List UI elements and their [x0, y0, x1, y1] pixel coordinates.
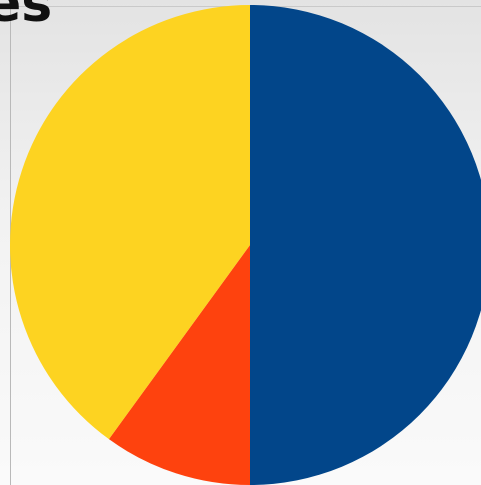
- chart-title-fragment: es: [0, 0, 53, 34]
- pie-slice-3: [9, 5, 250, 440]
- pie-slice-1: [250, 5, 481, 485]
- pie-slice-2: [108, 245, 250, 485]
